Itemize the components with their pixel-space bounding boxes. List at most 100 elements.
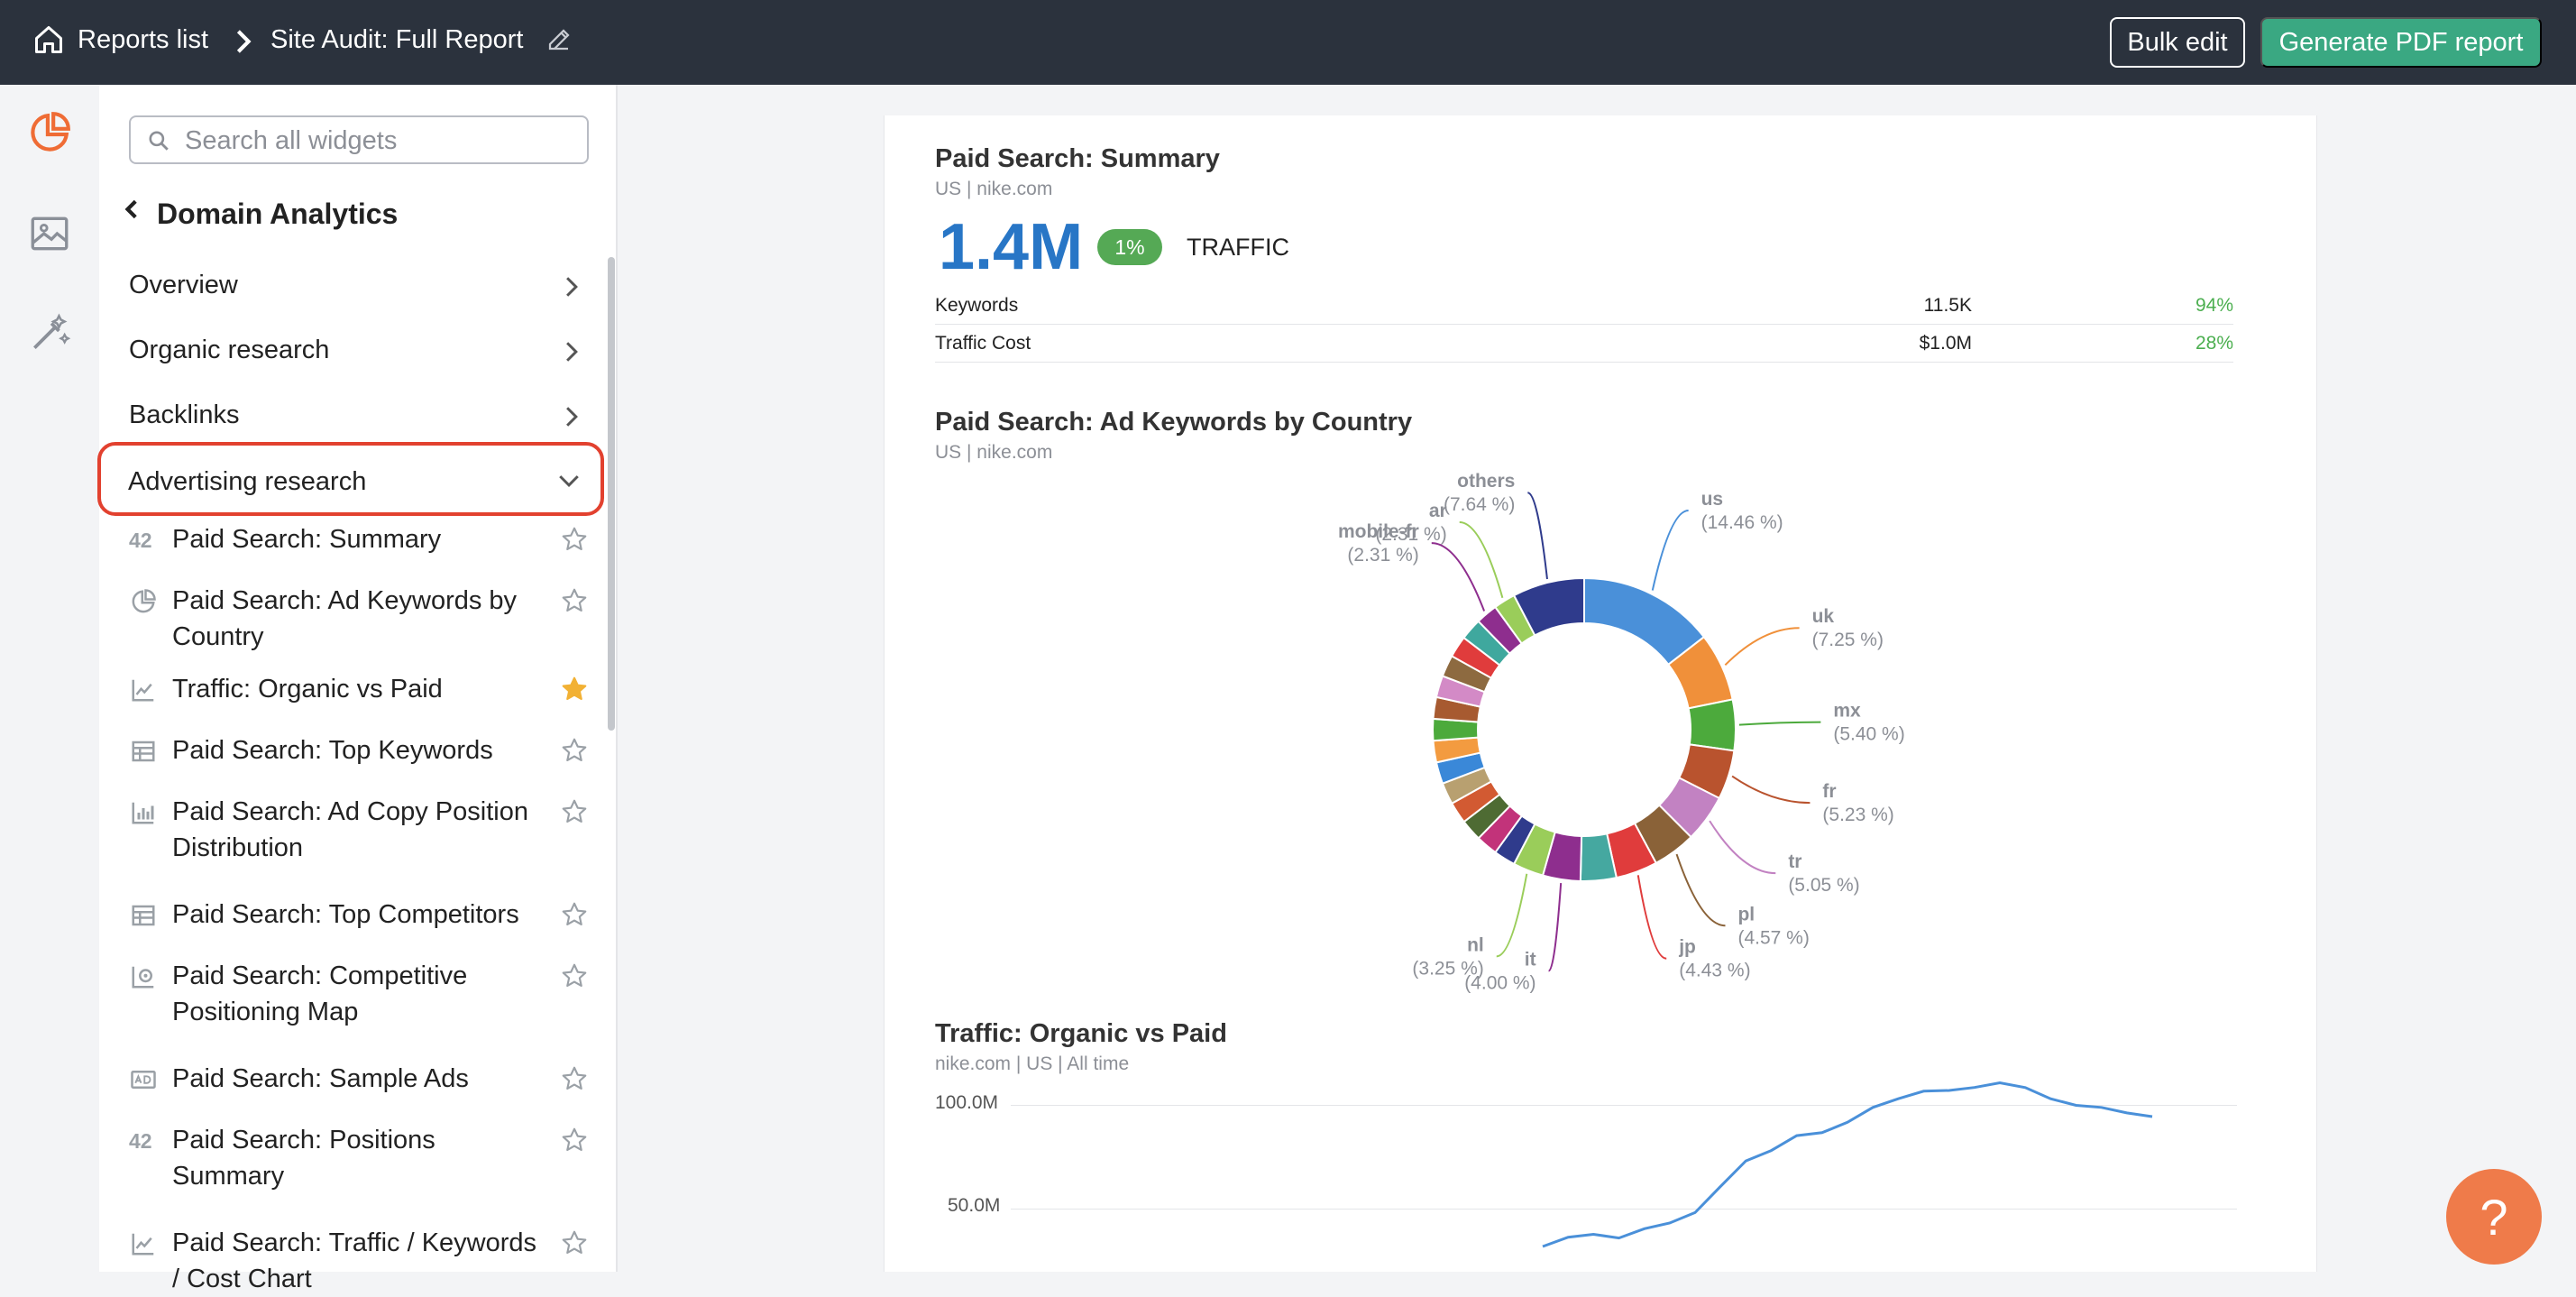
pie-label-value: (5.40 %) xyxy=(1833,724,1904,745)
magic-wand-icon[interactable] xyxy=(27,310,72,355)
pie-label-value: (2.31 %) xyxy=(1375,524,1446,545)
number-42-icon: 42 xyxy=(129,1129,152,1153)
widget-label: Paid Search: Competitive Positioning Map xyxy=(172,961,468,1026)
search-box[interactable] xyxy=(129,115,589,164)
category-overview[interactable]: Overview xyxy=(129,258,589,312)
traffic-label: TRAFFIC xyxy=(1187,234,1289,261)
star-icon[interactable] xyxy=(560,1228,589,1257)
star-icon[interactable] xyxy=(560,736,589,765)
pencil-icon[interactable] xyxy=(545,26,573,53)
pie-label-name: us xyxy=(1701,489,1724,510)
category-label: Overview xyxy=(129,271,238,299)
widget-label: Paid Search: Sample Ads xyxy=(172,1064,469,1093)
pie-label-value: (5.23 %) xyxy=(1822,805,1893,825)
widget-label: Paid Search: Top Competitors xyxy=(172,900,519,929)
star-icon[interactable] xyxy=(560,900,589,929)
pie-chart-icon xyxy=(132,589,156,613)
summary-title: Paid Search: Summary xyxy=(935,144,1220,173)
image-icon[interactable] xyxy=(27,211,72,256)
chevron-left-icon[interactable] xyxy=(119,197,142,222)
summary-row-label: Traffic Cost xyxy=(935,333,1031,354)
chevron-down-icon xyxy=(559,475,579,487)
summary-row-change: 94% xyxy=(2195,295,2233,316)
category-backlinks[interactable]: Backlinks xyxy=(129,388,589,442)
summary-row-value: 11.5K xyxy=(1923,295,1972,316)
pie-label-value: (3.25 %) xyxy=(1412,958,1483,979)
search-icon xyxy=(149,131,169,151)
breadcrumb-reports-list[interactable]: Reports list xyxy=(78,25,209,54)
star-icon[interactable] xyxy=(560,961,589,990)
summary-row-change: 28% xyxy=(2195,333,2233,354)
star-icon[interactable] xyxy=(560,525,589,554)
category-advertising-research[interactable]: Advertising research xyxy=(97,442,604,516)
y-tick-label: 100.0M xyxy=(935,1092,999,1113)
gridline xyxy=(1011,1105,2237,1106)
icon-rail xyxy=(0,85,99,1272)
star-icon[interactable] xyxy=(560,1064,589,1093)
table-icon xyxy=(132,740,155,762)
pie-slice-others xyxy=(1512,576,1585,637)
widget-list: 42 Paid Search: Summary Paid Search: Ad Ke… xyxy=(99,0,618,1293)
traffic-chart-title: Traffic: Organic vs Paid xyxy=(935,1019,1227,1048)
section-title: Domain Analytics xyxy=(157,198,399,230)
pie-label-name: it xyxy=(1525,950,1536,970)
pie-label-connector xyxy=(1548,882,1563,972)
home-icon[interactable] xyxy=(32,23,65,56)
pie-label-value: (2.31 %) xyxy=(1347,545,1418,566)
star-icon[interactable] xyxy=(560,1126,589,1154)
chevron-right-icon xyxy=(566,342,578,362)
category-label: Backlinks xyxy=(129,400,240,429)
help-button[interactable]: ? xyxy=(2446,1169,2542,1265)
pie-label-connector xyxy=(1431,542,1486,612)
pie-label-name: pl xyxy=(1737,904,1755,924)
traffic-value: 1.4M xyxy=(939,211,1084,283)
pie-label-connector xyxy=(1709,820,1776,875)
pie-label-connector xyxy=(1496,873,1528,958)
summary-row-label: Keywords xyxy=(935,295,1019,316)
search-input[interactable] xyxy=(185,124,573,157)
pie-chart-icon[interactable] xyxy=(27,110,72,155)
ad-icon xyxy=(131,1071,156,1089)
line-chart-icon xyxy=(132,679,154,702)
widget-label: Paid Search: Positions Summary xyxy=(172,1126,435,1191)
pie-label-connector xyxy=(1459,520,1504,599)
pie-label-connector xyxy=(1738,721,1821,726)
bulk-edit-button[interactable]: Bulk edit xyxy=(2110,17,2245,68)
pie-label-value: (4.43 %) xyxy=(1679,961,1750,981)
summary-subtitle: US | nike.com xyxy=(935,179,1053,199)
pie-label-name: tr xyxy=(1788,851,1801,872)
keywords-by-country-subtitle: US | nike.com xyxy=(935,442,1053,463)
pie-label-value: (4.00 %) xyxy=(1464,973,1536,994)
pie-label-name: ar xyxy=(1429,501,1447,521)
pie-label-connector xyxy=(1731,775,1811,805)
pie-label-value: (4.57 %) xyxy=(1737,927,1809,948)
gridline xyxy=(1011,1209,2237,1210)
pie-label-name: uk xyxy=(1812,606,1835,627)
generate-pdf-button[interactable]: Generate PDF report xyxy=(2260,17,2542,68)
star-icon[interactable] xyxy=(560,586,589,615)
pie-label-connector xyxy=(1651,510,1689,591)
traffic-line-chart xyxy=(1542,1081,2153,1248)
table-icon xyxy=(132,905,155,926)
line-chart-icon xyxy=(132,1233,154,1256)
widget-sidebar: Domain Analytics Overview Organic resear… xyxy=(99,85,618,1272)
report-page: Paid Search: Summary US | nike.com 1.4M … xyxy=(884,115,2317,1272)
category-organic-research[interactable]: Organic research xyxy=(129,323,589,377)
pie-label-connector xyxy=(1526,492,1548,580)
category-label: Advertising research xyxy=(128,467,367,496)
pie-label-name: mx xyxy=(1833,701,1861,722)
pie-label-value: (7.25 %) xyxy=(1812,630,1884,650)
bar-chart-icon xyxy=(132,802,154,824)
pie-label-name: nl xyxy=(1467,934,1484,955)
y-tick-label: 50.0M xyxy=(948,1195,1001,1216)
report-title: Site Audit: Full Report xyxy=(270,25,524,54)
chevron-right-icon xyxy=(236,30,252,53)
pie-label-value: (5.05 %) xyxy=(1788,875,1859,896)
star-icon[interactable] xyxy=(560,797,589,826)
widget-label: Paid Search: Top Keywords xyxy=(172,736,493,765)
pie-label-name: jp xyxy=(1678,937,1696,958)
pie-label-value: (7.64 %) xyxy=(1444,494,1515,515)
star-icon[interactable] xyxy=(560,675,589,704)
sidebar-scrollbar[interactable] xyxy=(608,257,615,731)
pie-label-connector xyxy=(1724,627,1800,667)
